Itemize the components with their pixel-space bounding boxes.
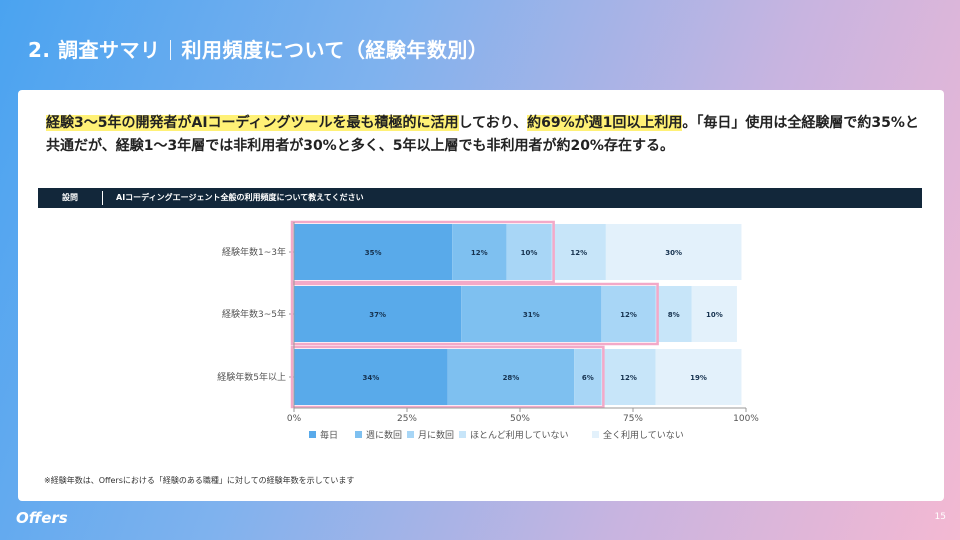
bar-segment xyxy=(294,224,453,280)
legend-swatch xyxy=(459,431,466,438)
legend-swatch xyxy=(592,431,599,438)
x-tick-label: 0% xyxy=(287,414,302,424)
bar-segment xyxy=(655,286,692,342)
category-label: 経験年数5年以上 xyxy=(217,371,286,383)
legend-label: 毎日 xyxy=(320,429,338,441)
highlight-outline xyxy=(290,282,659,346)
summary-highlight-2: 約69%が週1回以上利用 xyxy=(527,115,683,131)
legend-label: ほとんど利用していない xyxy=(470,429,568,441)
bar-value-label: 37% xyxy=(369,311,386,319)
slide-title: 2. 調査サマリ 利用頻度について（経験年数別） xyxy=(28,34,488,63)
bar-value-label: 12% xyxy=(570,249,587,257)
bar-segment xyxy=(601,286,656,342)
bar-value-label: 12% xyxy=(471,249,488,257)
bar-value-label: 31% xyxy=(523,311,540,319)
question-text: AIコーディングエージェント全般の利用頻度について教えてください xyxy=(116,193,364,202)
bar-value-label: 10% xyxy=(706,311,723,319)
bar-value-label: 10% xyxy=(521,249,538,257)
bar-segment xyxy=(447,349,575,405)
legend-label: 月に数回 xyxy=(418,429,454,441)
highlight-outline xyxy=(290,345,605,409)
summary-text: 経験3〜5年の開発者がAIコーディングツールを最も積極的に活用しており、約69%… xyxy=(46,112,926,158)
bar-segment xyxy=(655,349,742,405)
highlight-outline xyxy=(290,220,555,284)
legend-swatch xyxy=(407,431,414,438)
category-label: 経験年数1~3年 xyxy=(222,246,286,258)
x-tick-label: 25% xyxy=(397,414,417,424)
x-tick-label: 75% xyxy=(623,414,643,424)
summary-highlight-1: 経験3〜5年の開発者がAIコーディングツールを最も積極的に活用 xyxy=(46,115,459,131)
bar-value-label: 8% xyxy=(668,311,680,319)
x-tick-label: 50% xyxy=(510,414,530,424)
title-sub: 利用頻度について（経験年数別） xyxy=(181,38,489,62)
title-main: 2. 調査サマリ xyxy=(28,38,161,62)
legend-label: 週に数回 xyxy=(366,429,402,441)
bar-value-label: 6% xyxy=(582,374,594,382)
bar-value-label: 19% xyxy=(690,374,707,382)
content-card: 経験3〜5年の開発者がAIコーディングツールを最も積極的に活用しており、約69%… xyxy=(18,90,944,501)
question-divider xyxy=(102,191,103,205)
bar-value-label: 35% xyxy=(365,249,382,257)
bar-segment xyxy=(605,224,742,280)
legend-label: 全く利用していない xyxy=(603,429,684,441)
question-label: 設問 xyxy=(62,193,78,202)
bar-segment xyxy=(691,286,737,342)
offers-logo: Offers xyxy=(16,509,68,527)
category-label: 経験年数3~5年 xyxy=(222,308,286,320)
legend-swatch xyxy=(355,431,362,438)
bar-segment xyxy=(574,349,602,405)
bar-segment xyxy=(551,224,606,280)
question-bar: 設問 AIコーディングエージェント全般の利用頻度について教えてください xyxy=(38,188,922,208)
bar-value-label: 28% xyxy=(503,374,520,382)
legend-swatch xyxy=(309,431,316,438)
bar-segment xyxy=(506,224,552,280)
bar-value-label: 12% xyxy=(620,311,637,319)
page-number: 15 xyxy=(934,512,946,522)
bar-segment xyxy=(294,349,448,405)
x-tick-label: 100% xyxy=(733,414,759,424)
bar-segment xyxy=(294,286,462,342)
bar-segment xyxy=(452,224,507,280)
summary-part-2: しており、 xyxy=(458,115,528,131)
footnote: ※経験年数は、Offersにおける「経験のある職種」に対しての経験年数を示してい… xyxy=(44,476,355,485)
bar-value-label: 30% xyxy=(665,249,682,257)
summary-part-4: 。「毎日」使用は全経験層で約35%と共通だが、経験1〜3年層では非利用者が30%… xyxy=(46,115,919,154)
bar-value-label: 12% xyxy=(620,374,637,382)
bar-segment xyxy=(601,349,656,405)
bar-segment xyxy=(461,286,602,342)
bar-value-label: 34% xyxy=(362,374,379,382)
title-separator xyxy=(170,40,172,60)
